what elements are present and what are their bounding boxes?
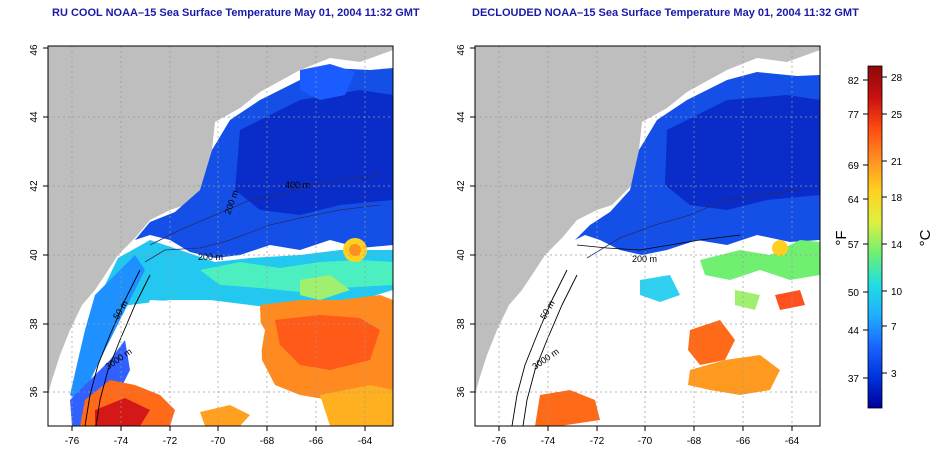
y-tick-label: 38: [456, 318, 467, 330]
fahrenheit-tick: 64: [848, 195, 860, 206]
celsius-tick: 25: [891, 110, 903, 121]
x-tick-label: -76: [65, 436, 80, 447]
x-tick-label: -66: [309, 436, 324, 447]
y-tick-label: 36: [29, 386, 40, 398]
celsius-unit: °C: [917, 229, 934, 246]
y-tick-label: 36: [456, 386, 467, 398]
contour-label: 400 m: [285, 180, 310, 190]
x-tick-label: -68: [260, 436, 275, 447]
x-tick-label: -74: [541, 436, 556, 447]
y-tick-label: 40: [29, 249, 40, 261]
x-tick-label: -64: [358, 436, 373, 447]
celsius-tick: 10: [891, 287, 903, 298]
fahrenheit-unit: °F: [833, 230, 850, 245]
x-tick-label: -68: [687, 436, 702, 447]
celsius-tick: 7: [891, 322, 897, 333]
y-tick-label: 44: [29, 111, 40, 123]
fahrenheit-tick: 77: [848, 110, 860, 121]
x-tick-label: -70: [211, 436, 226, 447]
fahrenheit-tick: 44: [848, 326, 860, 337]
y-tick-label: 42: [456, 180, 467, 192]
y-tick-label: 46: [29, 44, 40, 56]
land-left: [48, 46, 393, 395]
fahrenheit-tick: 37: [848, 374, 860, 385]
celsius-tick: 18: [891, 193, 903, 204]
celsius-tick: 3: [891, 369, 897, 380]
x-tick-label: -64: [785, 436, 800, 447]
contour-label: 200 m: [198, 252, 223, 262]
y-tick-label: 40: [456, 249, 467, 261]
colorbar: [867, 65, 883, 409]
x-tick-label: -72: [590, 436, 605, 447]
x-tick-label: -70: [638, 436, 653, 447]
title-right: DECLOUDED NOAA–15 Sea Surface Temperatur…: [472, 7, 859, 19]
y-tick-label: 38: [29, 318, 40, 330]
fahrenheit-tick: 82: [848, 76, 860, 87]
fahrenheit-tick: 57: [848, 240, 860, 251]
celsius-tick: 28: [891, 73, 903, 84]
contour-label: 200 m: [632, 254, 657, 264]
celsius-tick: 14: [891, 240, 903, 251]
x-tick-label: -66: [736, 436, 751, 447]
y-tick-label: 44: [456, 111, 467, 123]
x-tick-label: -72: [163, 436, 178, 447]
title-left: RU COOL NOAA–15 Sea Surface Temperature …: [52, 7, 420, 19]
fahrenheit-tick: 69: [848, 161, 860, 172]
y-tick-label: 42: [29, 180, 40, 192]
y-tick-label: 46: [456, 44, 467, 56]
x-tick-label: -76: [492, 436, 507, 447]
land-right: [475, 46, 820, 395]
celsius-tick: 21: [891, 157, 903, 168]
x-tick-label: -74: [114, 436, 129, 447]
fahrenheit-tick: 50: [848, 288, 860, 299]
